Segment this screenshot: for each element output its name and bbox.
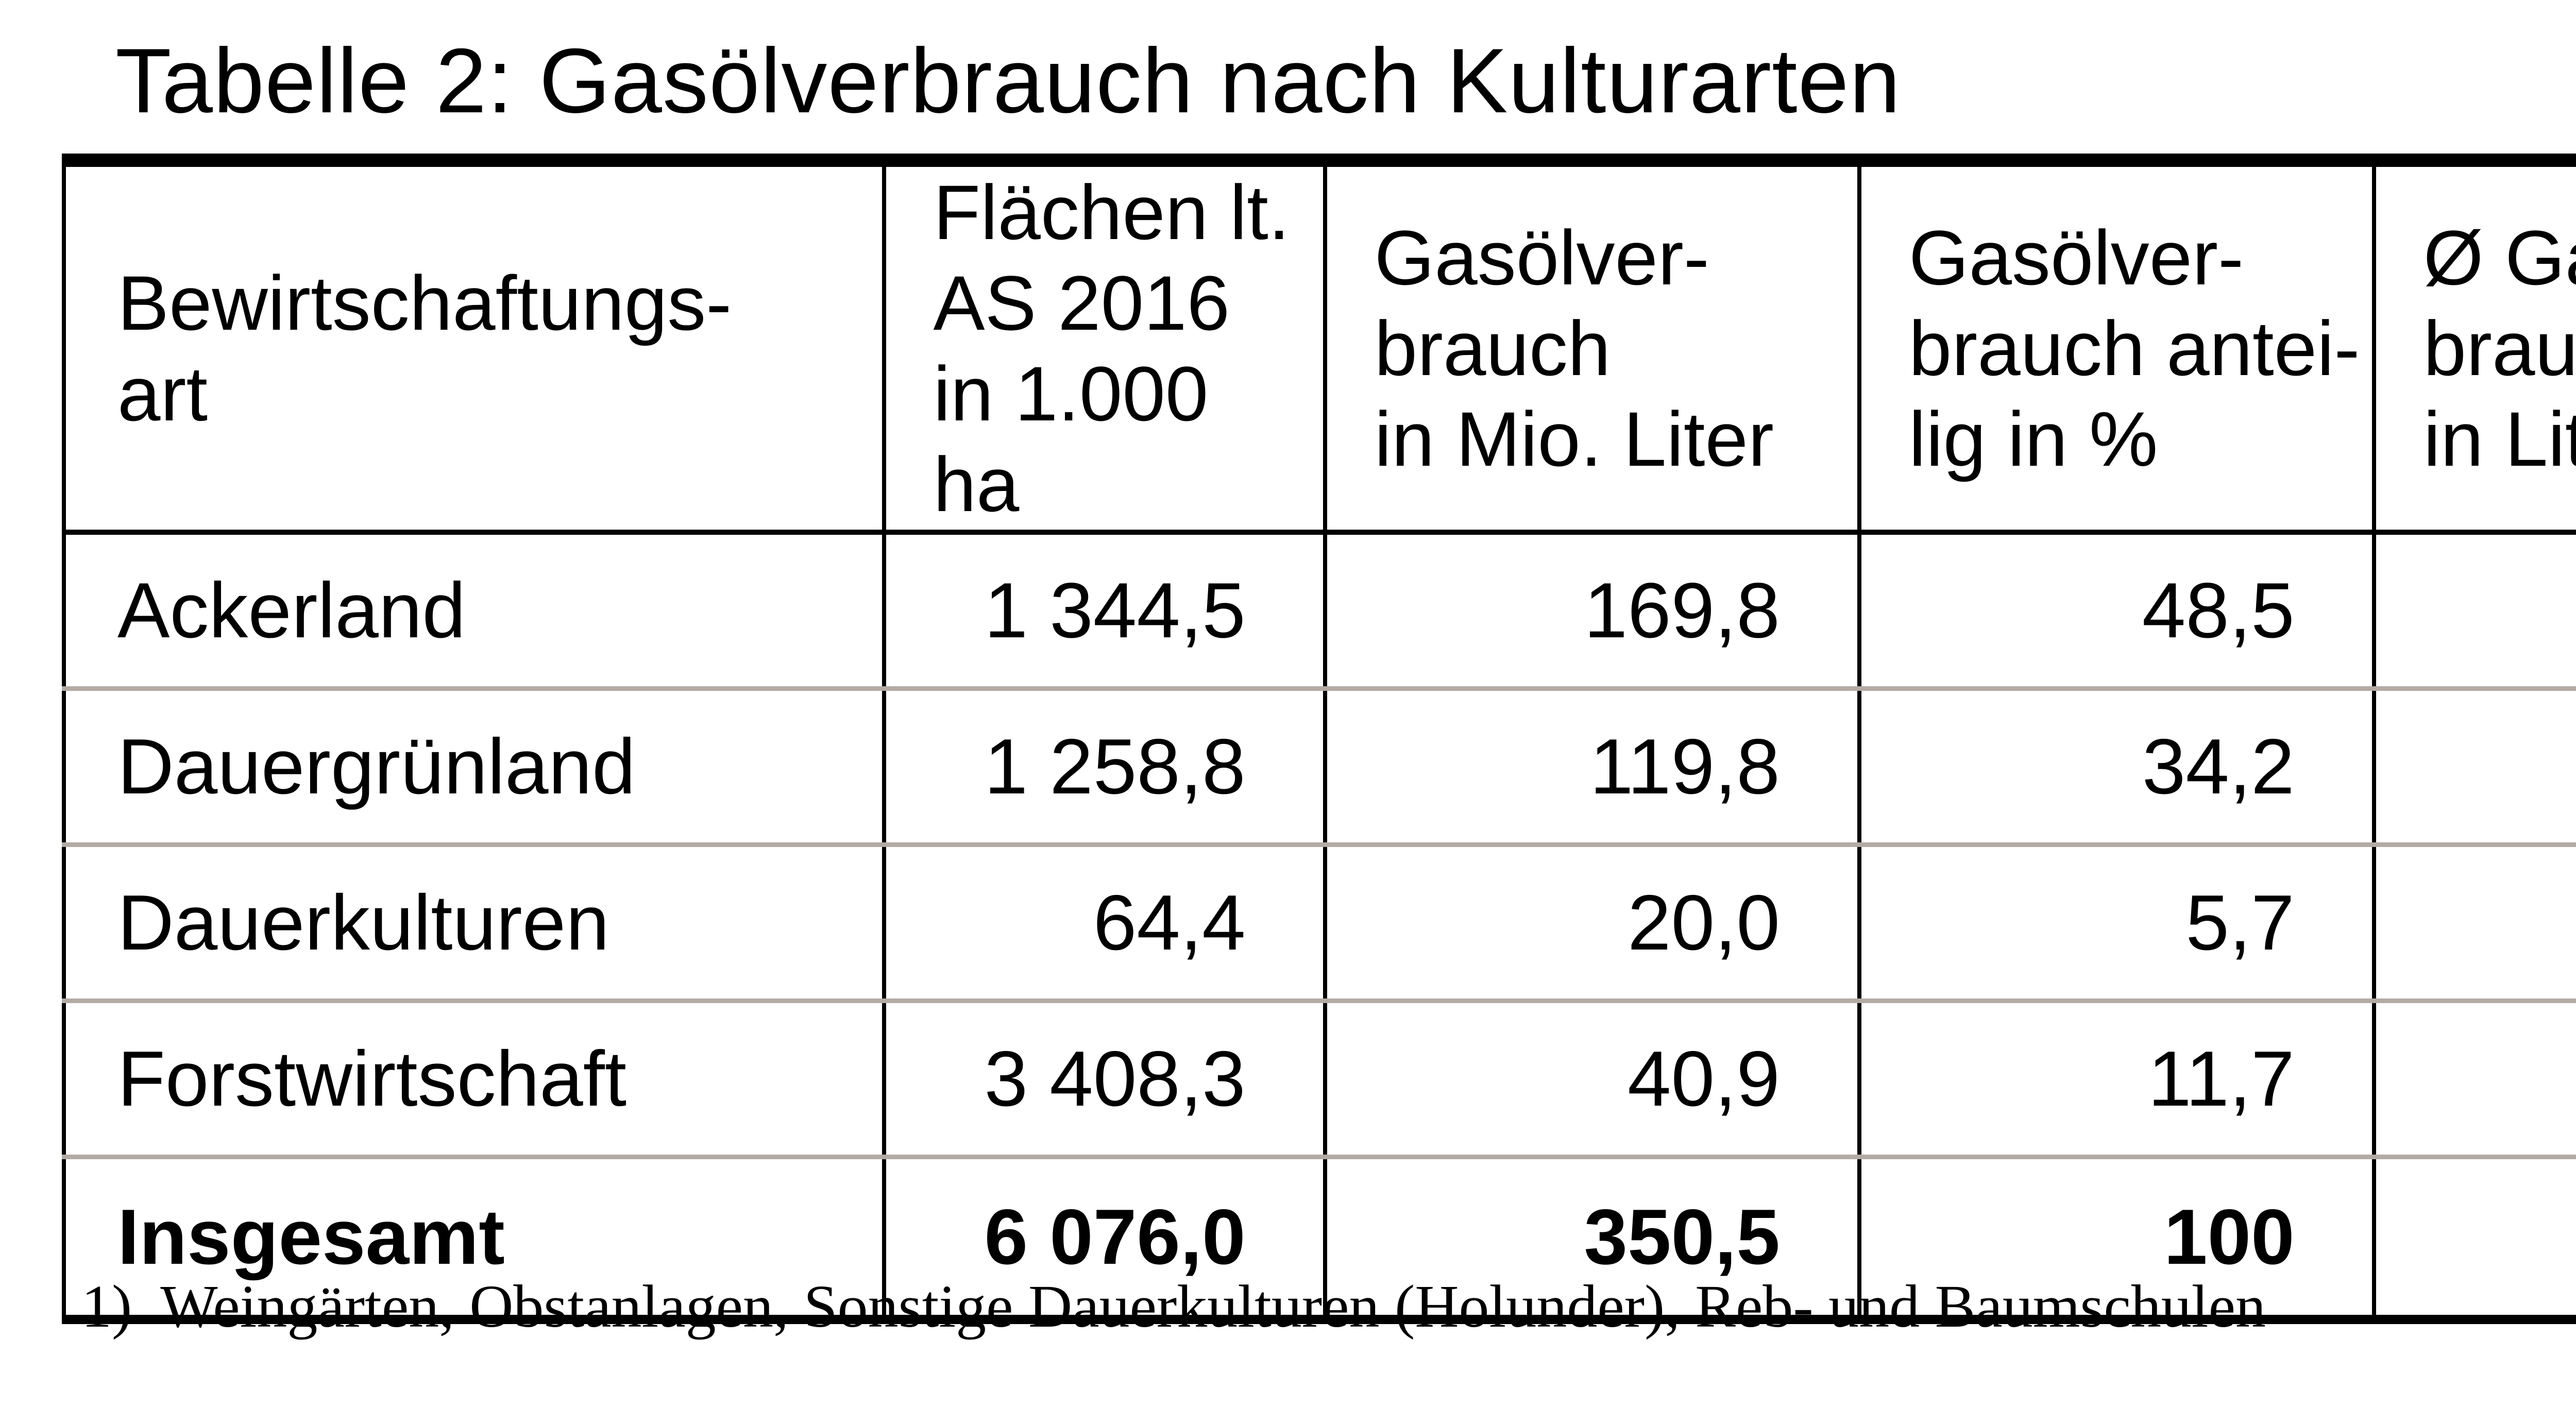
footnote-marker: 1) bbox=[81, 1273, 132, 1340]
row-label: Ackerland bbox=[117, 566, 466, 654]
table-row-forstwirtschaft: Forstwirtschaft 3 408,3 40,9 11,7 12,0 bbox=[64, 998, 2576, 1157]
table-row-dauerkulturen: Dauerkulturen 64,4 20,0 5,7 310,0 bbox=[64, 842, 2576, 1001]
cell-verbrauch-mio: 40,9 bbox=[1323, 998, 1859, 1157]
cell-flaechen: 3 408,3 bbox=[882, 998, 1325, 1157]
footnote: 1) Weingärten, Obstanlagen, Sonstige Daue… bbox=[81, 1272, 2266, 1342]
row-label: Dauergrünland bbox=[64, 686, 884, 845]
footnote-text: Weingärten, Obstanlagen, Sonstige Dauerk… bbox=[160, 1273, 2266, 1340]
gasoil-consumption-table: Bewirtschaftungs- art Flächen lt. AS 201… bbox=[62, 154, 2576, 1324]
table-row-insgesamt-total: Insgesamt 6 076,0 350,5 100 57,7 bbox=[64, 1155, 2576, 1319]
cell-verbrauch-mio: 20,0 bbox=[1323, 842, 1859, 1001]
page-title: Tabelle 2: Gasölverbrauch nach Kulturart… bbox=[115, 29, 1901, 132]
cell-flaechen: 1 344,5 bbox=[882, 532, 1325, 689]
column-header-gasoelverbrauch-mio-liter: Gasölver- brauch in Mio. Liter bbox=[1323, 160, 1859, 535]
cell-verbrauch-mio: 169,8 bbox=[1323, 532, 1859, 689]
cell-verbrauch-je-ha: 126,3 bbox=[2371, 532, 2576, 689]
cell-flaechen: 64,4 bbox=[882, 842, 1325, 1001]
cell-verbrauch-anteil: 11,7 bbox=[1857, 998, 2374, 1157]
column-header-bewirtschaftungsart: Bewirtschaftungs- art bbox=[64, 160, 884, 535]
cell-verbrauch-je-ha: 310,0 bbox=[2371, 842, 2576, 1001]
cell-flaechen: 1 258,8 bbox=[882, 686, 1325, 845]
row-label: Insgesamt bbox=[64, 1155, 884, 1319]
cell-verbrauch-je-ha: 95,2 bbox=[2371, 686, 2576, 845]
cell-verbrauch-mio: 350,5 bbox=[1323, 1155, 1859, 1319]
cell-verbrauch-anteil: 5,7 bbox=[1857, 842, 2374, 1001]
row-label: Dauerkulturen bbox=[64, 842, 884, 1001]
header-row: Bewirtschaftungs- art Flächen lt. AS 201… bbox=[64, 160, 2576, 535]
cell-flaechen: 6 076,0 bbox=[882, 1155, 1325, 1319]
cell-verbrauch-je-ha: 57,7 bbox=[2371, 1155, 2576, 1319]
table-row-ackerland: Ackerland 1 344,5 169,8 48,5 126,3 bbox=[64, 532, 2576, 689]
cell-verbrauch-mio: 119,8 bbox=[1323, 686, 1859, 845]
table-row-dauergruenland: Dauergrünland 1 258,8 119,8 34,2 95,2 bbox=[64, 686, 2576, 845]
cell-verbrauch-anteil: 48,5 bbox=[1857, 532, 2374, 689]
cell-verbrauch-anteil: 100 bbox=[1857, 1155, 2374, 1319]
column-header-gasoelverbrauch-anteilig: Gasölver- brauch antei- lig in % bbox=[1857, 160, 2374, 535]
cell-verbrauch-je-ha: 12,0 bbox=[2371, 998, 2576, 1157]
column-header-gasoelverbrauch-liter-ha: Ø Gasölver- brauch in Liter/ha bbox=[2371, 160, 2576, 535]
row-label: Forstwirtschaft bbox=[64, 998, 884, 1157]
cell-verbrauch-anteil: 34,2 bbox=[1857, 686, 2374, 845]
column-header-flaechen: Flächen lt. AS 2016 in 1.000 ha bbox=[882, 160, 1325, 535]
